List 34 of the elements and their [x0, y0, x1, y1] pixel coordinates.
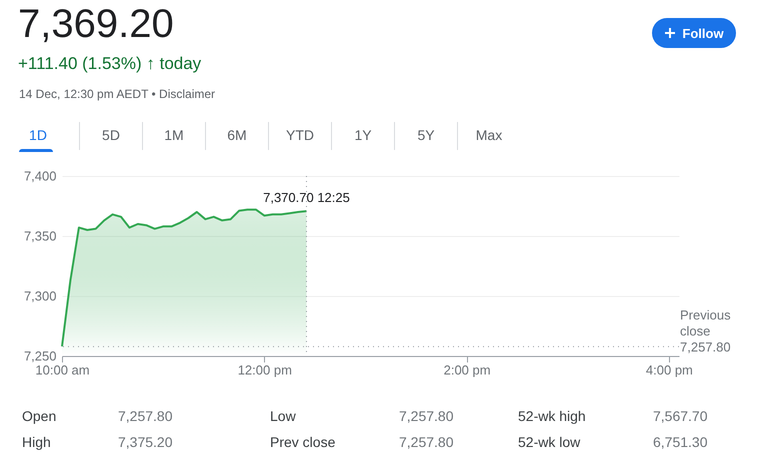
- text: 6M: [226, 127, 248, 143]
- text: 7,257.80: [399, 434, 454, 450]
- text: 6,751.30: [653, 434, 708, 450]
- text: High: [22, 434, 51, 450]
- text: 7,375.20: [118, 434, 172, 450]
- text: 1D: [28, 127, 48, 143]
- text: 5D: [101, 127, 121, 143]
- x-tick-label: 12:00 pm: [238, 362, 292, 378]
- text: YTD: [285, 127, 315, 143]
- text: 52-wk low: [518, 434, 580, 450]
- chart-subtitle: +111.40 (1.53%) ↑ today: [18, 54, 202, 74]
- text: 7,257.80: [399, 408, 454, 424]
- text: Follow: [682, 26, 724, 40]
- y-tick-label: 7,300: [24, 288, 56, 304]
- x-tick-label: 10:00 am: [35, 362, 90, 378]
- text: Open: [22, 408, 56, 424]
- y-tick-label: 7,350: [24, 228, 56, 244]
- text: 52-wk high: [518, 408, 586, 424]
- text: 1Y: [353, 127, 373, 143]
- text: Max: [474, 127, 504, 143]
- text: 14 Dec, 12:30 pm AEDT • Disclaimer: [19, 87, 216, 101]
- x-tick-label: 2:00 pm: [444, 362, 491, 378]
- text: 7,567.70: [653, 408, 708, 424]
- ref-line-label: Previous close 7,257.80: [680, 308, 732, 355]
- chart-title: 7,369.20: [18, 2, 174, 47]
- text: Prev close: [270, 434, 336, 450]
- y-tick-label: 7,250: [24, 348, 56, 364]
- annotation: 7,370.70 12:25: [263, 190, 350, 206]
- text: 1M: [163, 127, 185, 143]
- y-tick-label: 7,400: [24, 168, 56, 184]
- text: 7,257.80: [118, 408, 172, 424]
- text: 5Y: [416, 127, 436, 143]
- x-tick-label: 4:00 pm: [646, 362, 693, 378]
- text: Low: [270, 408, 296, 424]
